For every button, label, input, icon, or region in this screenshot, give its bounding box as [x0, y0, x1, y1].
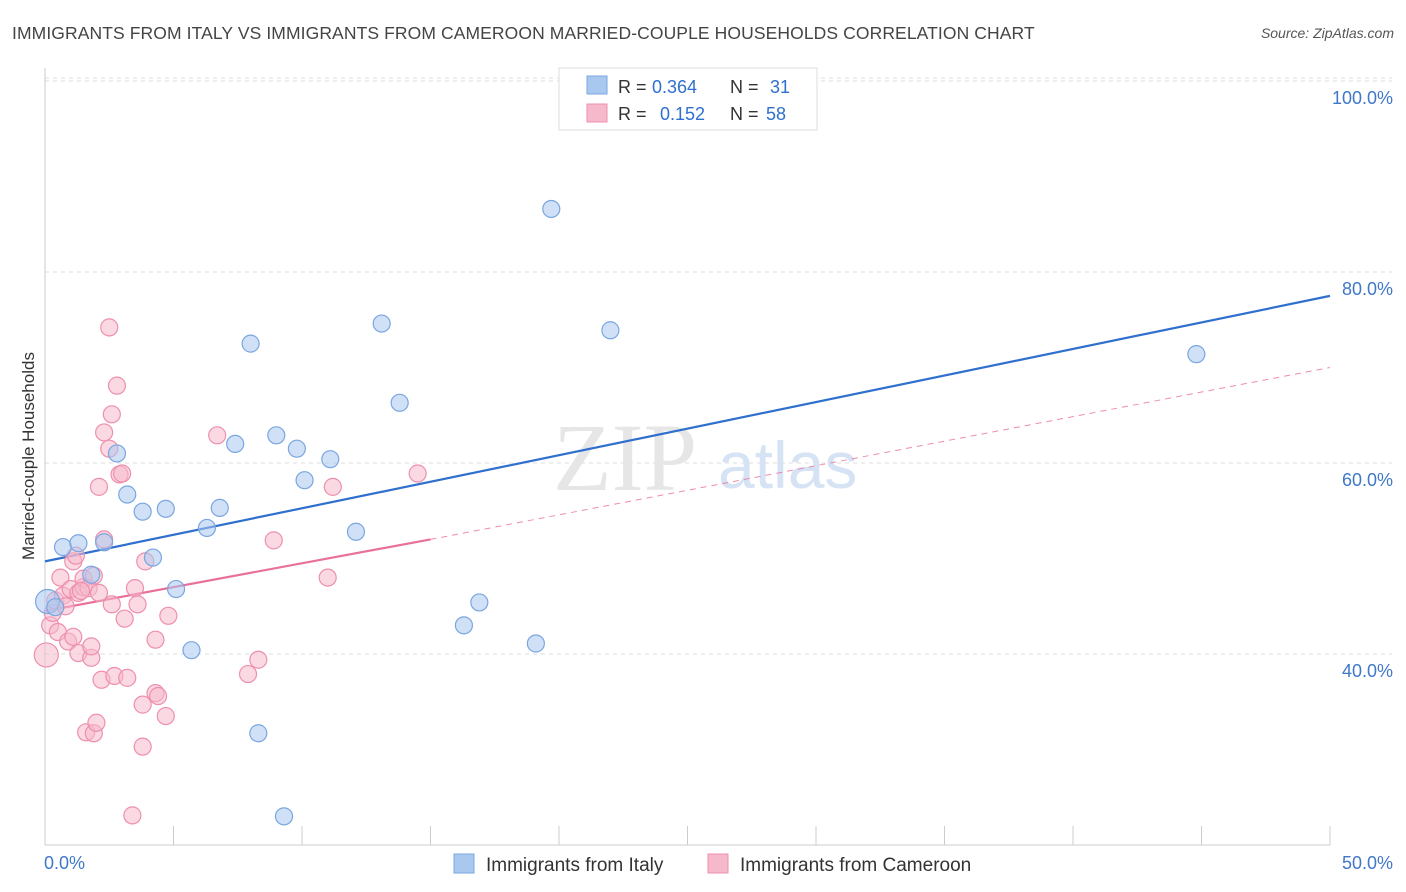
italy-point — [95, 533, 114, 552]
cameroon-point — [146, 630, 165, 649]
italy-point — [249, 724, 268, 743]
legend-swatch-italy — [586, 75, 608, 95]
bottom-legend-label-cameroon: Immigrants from Cameroon — [740, 855, 971, 876]
italy-point — [267, 426, 286, 445]
y-tick-label: 40.0% — [1342, 661, 1393, 681]
cameroon-point — [264, 531, 283, 550]
cameroon-point — [156, 706, 175, 726]
data-points — [33, 199, 1206, 826]
italy-point — [118, 485, 137, 504]
x-tick-label: 0.0% — [44, 853, 85, 873]
italy-point — [143, 548, 163, 567]
cameroon-point — [133, 695, 152, 714]
cameroon-point — [102, 595, 121, 614]
cameroon-point — [318, 568, 337, 587]
cameroon-point — [159, 606, 178, 625]
cameroon-point — [89, 477, 109, 496]
italy-trend-line — [44, 294, 1331, 563]
italy-point — [107, 444, 127, 463]
cameroon-point — [133, 737, 152, 756]
cameroon-trend-extension — [430, 367, 1331, 540]
cameroon-point — [51, 568, 70, 587]
italy-point — [295, 471, 314, 490]
cameroon-point — [64, 627, 83, 646]
italy-point — [241, 334, 260, 353]
cameroon-point — [102, 405, 121, 424]
cameroon-point — [87, 713, 106, 732]
cameroon-point — [118, 668, 137, 687]
italy-point — [156, 499, 175, 518]
italy-point — [346, 522, 366, 541]
legend-r-label: R = — [618, 104, 647, 124]
y-tick-label: 80.0% — [1342, 279, 1393, 299]
cameroon-point — [323, 477, 342, 496]
bottom-legend: Immigrants from Italy Immigrants from Ca… — [453, 853, 971, 876]
italy-point — [542, 199, 561, 219]
legend-swatch-cameroon — [586, 103, 608, 123]
italy-point — [372, 314, 391, 333]
italy-point — [182, 641, 201, 660]
cameroon-point — [249, 650, 268, 669]
italy-point — [133, 502, 152, 521]
italy-point — [1187, 345, 1206, 364]
watermark: ZIP atlas — [553, 404, 857, 511]
chart-title: IMMIGRANTS FROM ITALY VS IMMIGRANTS FROM… — [12, 23, 1035, 43]
legend-n-label: N = — [730, 104, 759, 124]
x-tick-label: 50.0% — [1342, 853, 1393, 873]
cameroon-point — [82, 637, 101, 656]
cameroon-point — [107, 376, 127, 395]
italy-point — [69, 534, 88, 553]
cameroon-point — [71, 581, 91, 601]
italy-point — [390, 393, 409, 412]
italy-point — [287, 439, 306, 458]
cameroon-point — [128, 595, 147, 614]
legend-box: R = 0.364 N = 31 R = 0.152 N = 58 — [558, 67, 818, 131]
italy-point — [526, 634, 545, 653]
bottom-legend-swatch-cameroon — [707, 853, 729, 874]
cameroon-point — [148, 686, 168, 706]
cameroon-point — [33, 642, 59, 668]
italy-point — [601, 321, 620, 340]
source-label: Source: ZipAtlas.com — [1260, 25, 1394, 41]
tick-labels: 40.0% 60.0% 80.0% 100.0% 0.0% 50.0% — [44, 88, 1393, 873]
watermark-atlas: atlas — [718, 428, 857, 502]
cameroon-point — [238, 664, 258, 684]
italy-point — [53, 537, 73, 557]
watermark-zip: ZIP — [553, 404, 697, 511]
legend-n-value: 58 — [766, 104, 786, 124]
italy-point — [197, 518, 217, 538]
italy-point — [274, 807, 294, 826]
italy-point — [210, 498, 229, 517]
axes — [44, 68, 1331, 846]
bottom-legend-label-italy: Immigrants from Italy — [486, 855, 664, 876]
italy-point — [454, 616, 474, 635]
cameroon-point — [112, 464, 132, 483]
grid — [45, 77, 1392, 655]
italy-point — [82, 565, 101, 584]
italy-point — [321, 450, 340, 469]
cameroon-point — [408, 464, 427, 483]
italy-point — [226, 434, 245, 453]
italy-point — [166, 579, 186, 599]
italy-point — [470, 593, 489, 612]
legend-n-value: 31 — [770, 77, 790, 97]
y-tick-label: 100.0% — [1332, 88, 1393, 108]
italy-point — [46, 598, 65, 617]
cameroon-point — [123, 806, 142, 825]
bottom-legend-swatch-italy — [453, 853, 475, 874]
legend-r-value: 0.364 — [652, 77, 697, 97]
legend-r-label: R = — [618, 77, 647, 97]
cameroon-point — [115, 609, 134, 628]
y-axis-title: Married-couple Households — [19, 352, 38, 560]
y-tick-label: 60.0% — [1342, 470, 1393, 490]
cameroon-point — [125, 579, 145, 598]
cameroon-point — [95, 423, 114, 442]
cameroon-point — [100, 318, 119, 337]
cameroon-point — [89, 583, 109, 602]
legend-r-value: 0.152 — [660, 104, 705, 124]
legend-n-label: N = — [730, 77, 759, 97]
cameroon-point — [208, 426, 227, 445]
